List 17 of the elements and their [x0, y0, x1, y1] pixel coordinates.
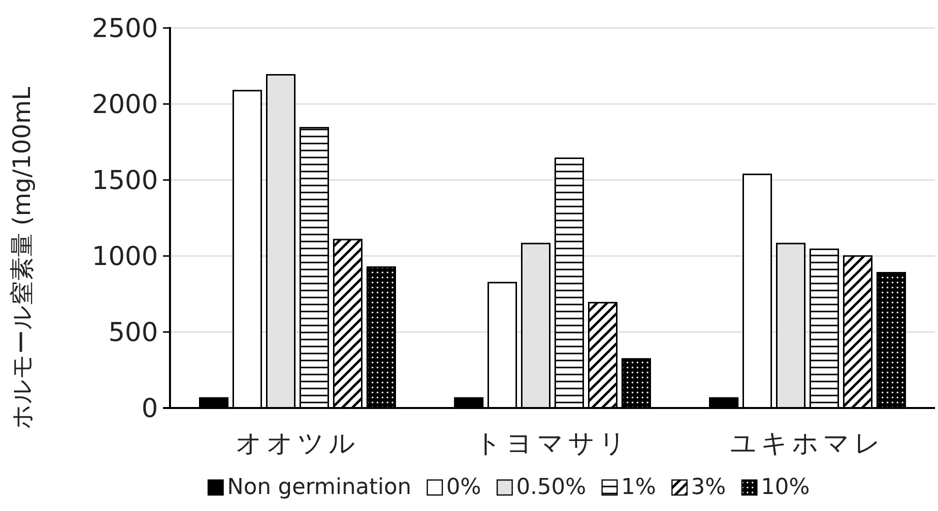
plot: 0 500 1000 1500 2000 2500 オオツル トヨマサリ ユキホマレ — [92, 14, 935, 459]
y-tick-label: 1500 — [92, 166, 158, 196]
legend-label: 0.50% — [516, 475, 586, 500]
y-axis-title: ホルモール窒素量 (mg/100mL — [8, 86, 36, 430]
legend-label: 10% — [760, 475, 810, 500]
y-tick-label: 1000 — [92, 242, 158, 272]
legend-label: Non germination — [227, 475, 412, 500]
y-tick-label: 500 — [108, 318, 158, 348]
y-tick-label: 2000 — [92, 90, 158, 120]
x-tick-label: オオツル — [236, 429, 360, 459]
x-tick-label: ユキホマレ — [730, 429, 885, 459]
legend-label: 1% — [621, 475, 656, 500]
y-tick-label: 2500 — [92, 14, 158, 44]
x-tick-label: トヨマサリ — [475, 429, 630, 459]
legend-label: 3% — [691, 475, 726, 500]
y-tick-label: 0 — [141, 394, 158, 424]
legend-label: 0% — [446, 475, 482, 500]
